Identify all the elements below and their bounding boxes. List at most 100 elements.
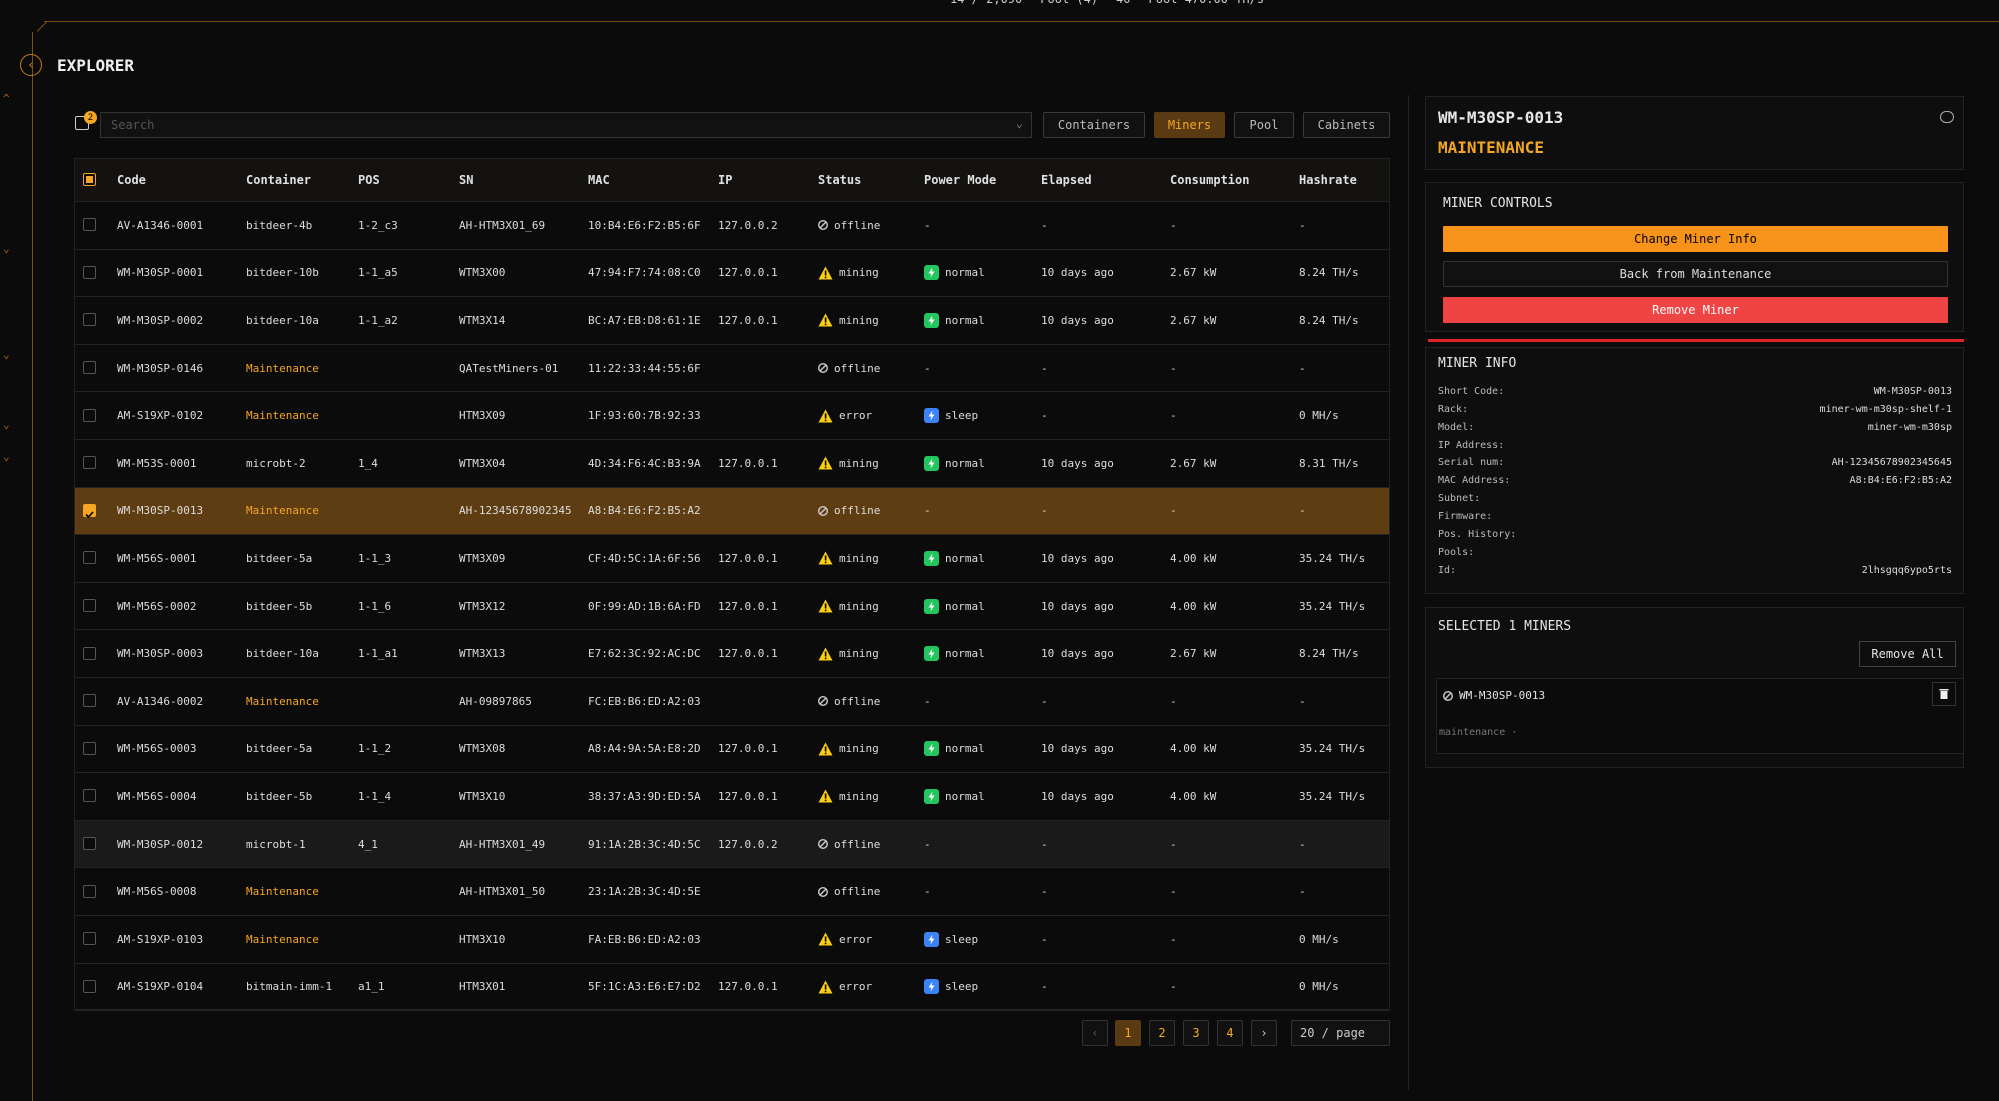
cell-text: Maintenance [246,932,319,946]
table-cell: 8.24 TH/s [1299,297,1387,344]
cell-text: - [1170,218,1177,232]
row-checkbox[interactable] [83,218,96,232]
cell-text: - [1299,837,1306,851]
cell-text: - [1041,361,1048,375]
row-checkbox[interactable] [83,361,96,375]
search-input[interactable]: Search ⌄ [100,112,1032,138]
table-row[interactable]: WM-M30SP-0001 bitdeer-10b 1-1_a5 WTM3X00 47:… [75,250,1389,298]
row-checkbox[interactable] [83,265,96,279]
offline-glyph [818,696,828,707]
filter-tab[interactable]: Cabinets [1303,112,1390,138]
row-checkbox[interactable] [83,646,96,660]
next-page[interactable]: › [1251,1020,1277,1046]
cell-text: AM-S19XP-0103 [117,932,204,946]
comment-icon[interactable] [1940,111,1954,123]
row-checkbox[interactable] [83,551,96,565]
table-row[interactable]: WM-M56S-0001 bitdeer-5a 1-1_3 WTM3X09 CF:4D:… [75,535,1389,583]
page-size-select[interactable]: 20 / page [1291,1020,1390,1046]
page-button[interactable]: 3 [1183,1020,1209,1046]
frame-corner [36,21,48,32]
row-checkbox[interactable] [83,694,96,708]
table-cell: 5F:1C:A3:E6:E7:D2 [588,964,708,1011]
table-cell: WTM3X09 [459,535,581,582]
table-row[interactable]: WM-M30SP-0012 microbt-1 4_1 AH-HTM3X01_49 91… [75,820,1389,869]
table-row[interactable]: AM-S19XP-0102 Maintenance HTM3X09 1F:93:60:… [75,392,1389,440]
table-row[interactable]: WM-M30SP-0003 bitdeer-10a 1-1_a1 WTM3X13 E7:… [75,630,1389,678]
cell-text: WM-M30SP-0012 [117,837,204,851]
table-cell: 38:37:A3:9D:ED:5A [588,773,708,820]
cell-text: - [1041,694,1048,708]
table-row[interactable]: WM-M56S-0002 bitdeer-5b 1-1_6 WTM3X12 0F:99:… [75,583,1389,631]
row-checkbox[interactable] [83,932,96,946]
table-cell: - [924,868,1034,915]
row-checkbox[interactable] [83,884,96,898]
page-button[interactable]: 4 [1217,1020,1243,1046]
offline-icon [818,218,828,233]
table-cell: FC:EB:B6:ED:A2:03 [588,678,708,725]
table-row[interactable]: WM-M30SP-0146 Maintenance QATestMiners-01 1… [75,345,1389,393]
filter-tab[interactable]: Pool [1234,112,1294,138]
cell-text: - [1041,980,1048,994]
warning-glyph [818,456,833,470]
remove-all-button[interactable]: Remove All [1859,641,1956,667]
cell-text: 4D:34:F6:4C:B3:9A [588,456,701,470]
table-row[interactable]: WM-M30SP-0013 Maintenance AH-1234567890234… [75,487,1389,536]
cell-text: 5F:1C:A3:E6:E7:D2 [588,980,701,994]
row-checkbox[interactable] [83,408,96,422]
warning-glyph [818,980,833,994]
row-checkbox[interactable] [83,503,96,519]
row-checkbox[interactable] [83,837,96,851]
cell-text: bitdeer-10b [246,266,319,280]
table-cell: - [1041,916,1166,963]
select-all-checkbox[interactable] [83,173,96,186]
cell-text: 35.24 TH/s [1299,599,1366,613]
cell-text: 8.24 TH/s [1299,313,1359,327]
row-checkbox[interactable] [83,741,96,755]
row-checkbox[interactable] [83,313,96,327]
back-button[interactable]: ‹ [20,54,42,76]
table-cell: 0 MH/s [1299,964,1387,1011]
page-button[interactable]: 2 [1149,1020,1175,1046]
cell-text: Maintenance [246,885,319,899]
table-cell: WTM3X12 [459,583,581,630]
table-header: Code Container POS SN MAC IP Status Power Mode E… [75,159,1389,202]
column-header: Consumption [1170,173,1250,187]
filter-tab[interactable]: Containers [1043,112,1145,138]
control-button[interactable]: Change Miner Info [1443,226,1948,252]
power-glyph [924,455,939,471]
filter-tab[interactable]: Miners [1154,112,1225,138]
cell-text: 38:37:A3:9D:ED:5A [588,789,701,803]
column-header: Status [818,173,862,187]
warning-icon [818,408,833,423]
table-row[interactable]: WM-M56S-0008 Maintenance AH-HTM3X01_50 23:1… [75,868,1389,916]
table-row[interactable]: AV-A1346-0001 bitdeer-4b 1-2_c3 AH-HTM3X01_… [75,202,1389,250]
table-row[interactable]: AV-A1346-0002 Maintenance AH-09897865 FC:EB… [75,678,1389,726]
cell-text: - [924,837,931,851]
cell-text: offline [834,504,881,518]
cell-text: HTM3X01 [459,980,506,994]
cell-text: FA:EB:B6:ED:A2:03 [588,932,701,946]
table-row[interactable]: WM-M30SP-0002 bitdeer-10a 1-1_a2 WTM3X14 BC:… [75,297,1389,345]
table-row[interactable]: WM-M56S-0003 bitdeer-5a 1-1_2 WTM3X08 A8:A4:… [75,726,1389,774]
table-cell: 10 days ago [1041,630,1166,677]
table-cell: - [1041,868,1166,915]
row-checkbox[interactable] [83,456,96,470]
table-row[interactable]: AM-S19XP-0104 bitmain-imm-1 a1_1 HTM3X01 5F:… [75,964,1389,1012]
cell-text: mining [839,789,879,803]
prev-page[interactable]: ‹ [1082,1020,1108,1046]
control-button[interactable]: Remove Miner [1443,297,1948,323]
page-button[interactable]: 1 [1115,1020,1141,1046]
table-row[interactable]: WM-M56S-0004 bitdeer-5b 1-1_4 WTM3X10 38:37:… [75,773,1389,821]
row-checkbox[interactable] [83,789,96,803]
row-checkbox[interactable] [83,979,96,993]
row-checkbox[interactable] [83,599,96,613]
table-row[interactable]: WM-M53S-0001 microbt-2 1_4 WTM3X04 4D:34:F6:… [75,440,1389,488]
trash-button[interactable] [1932,682,1956,706]
sleep-icon [924,979,939,995]
control-button[interactable]: Back from Maintenance [1443,261,1948,287]
info-value: WM-M30SP-0013 [1873,386,1952,397]
cell-text: WTM3X09 [459,551,506,565]
info-label: Subnet: [1438,493,1481,505]
table-row[interactable]: AM-S19XP-0103 Maintenance HTM3X10 FA:EB:B6:… [75,916,1389,964]
